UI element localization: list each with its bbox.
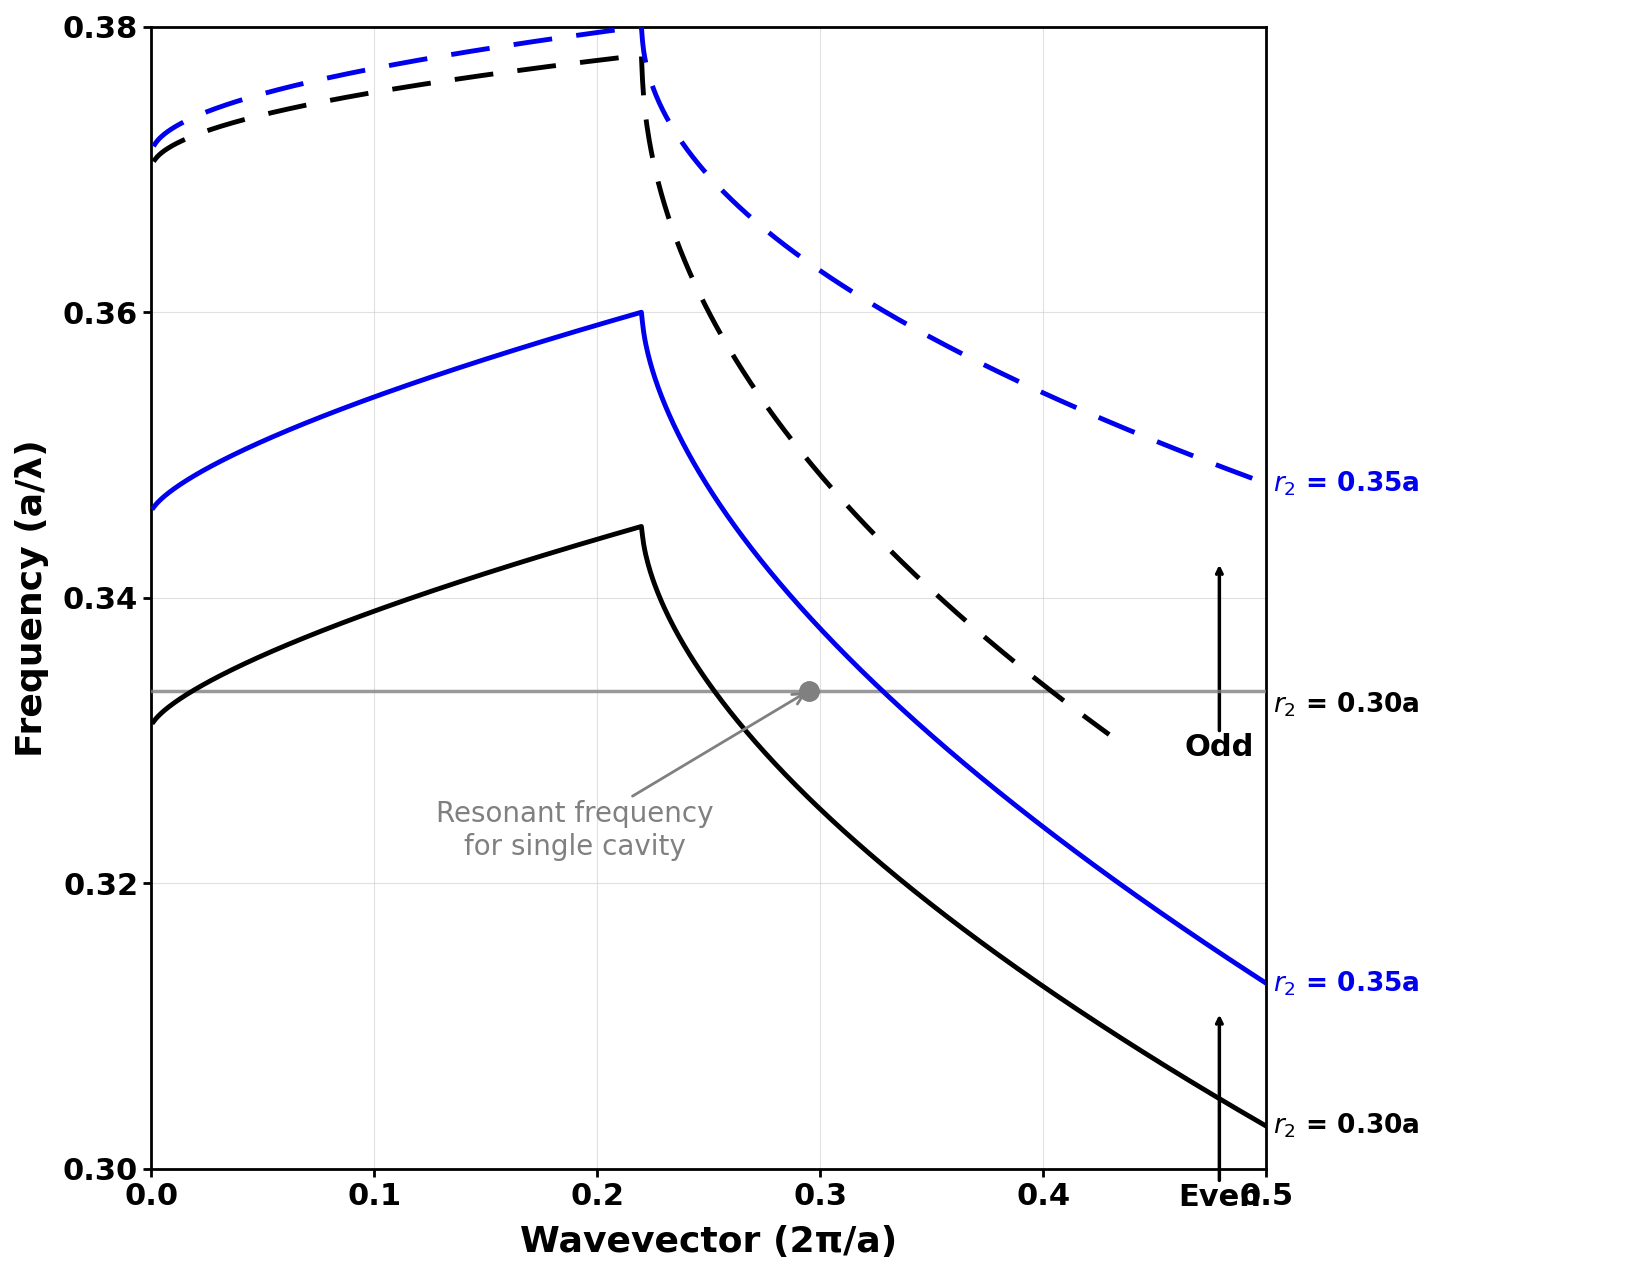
Text: Even: Even [1178,1184,1261,1212]
Text: $r_2$ = 0.35a: $r_2$ = 0.35a [1272,469,1419,498]
Text: $r_2$ = 0.30a: $r_2$ = 0.30a [1272,691,1419,719]
Text: $r_2$ = 0.35a: $r_2$ = 0.35a [1272,970,1419,998]
X-axis label: Wavevector (2π/a): Wavevector (2π/a) [520,1226,898,1259]
Text: Resonant frequency
for single cavity: Resonant frequency for single cavity [436,693,804,861]
Y-axis label: Frequency (a/λ): Frequency (a/λ) [15,438,50,757]
Text: $r_2$ = 0.30a: $r_2$ = 0.30a [1272,1112,1419,1140]
Text: Odd: Odd [1185,734,1254,762]
